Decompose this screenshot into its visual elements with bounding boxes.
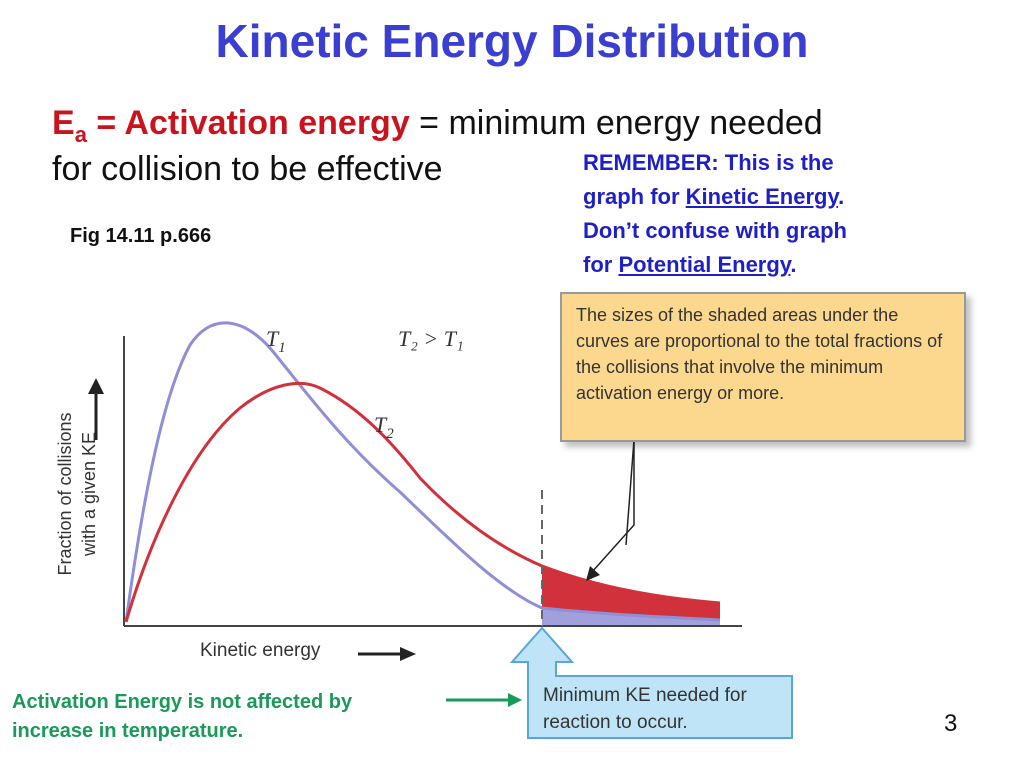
page-number: 3 [944,710,958,737]
shaded-area-note: The sizes of the shaded areas under the … [560,292,966,442]
side-note-arrowhead [508,693,522,707]
t1-label: T1 [266,326,286,356]
kinetic-energy-link: Kinetic Energy [685,184,839,209]
remember-line-3: Don’t confuse with graph [583,218,847,243]
t2-label: T2 [374,412,394,442]
page-title: Kinetic Energy Distribution [215,15,809,67]
definition-line-1: Ea = Activation energy = minimum energy … [52,104,823,148]
remember-line-4: for Potential Energy. [583,252,797,277]
definition-line-2: for collision to be effective [52,150,443,188]
potential-energy-link: Potential Energy [618,252,791,277]
figure-reference: Fig 14.11 p.666 [70,225,212,247]
note-pointer-stem [591,440,635,573]
x-axis-arrowhead [400,647,416,661]
temperature-relation: T₂ > T₁ [398,326,464,351]
remember-line-1: REMEMBER: This is the [583,150,834,175]
min-ke-label: Minimum KE needed for reaction to occur. [543,685,747,733]
ea-symbol: Ea [52,104,87,147]
min-ke-arrow [509,626,793,739]
note-pointer-arrowhead [586,566,600,581]
y-axis-arrowhead [88,378,104,394]
note-pointer-line [625,439,635,546]
y-axis-label: Fraction of collisions with a given KE [55,412,99,576]
definition-text: = minimum energy needed [409,104,823,142]
ea-term: = Activation energy [86,104,410,142]
t1-curve [124,321,721,623]
remember-note: REMEMBER: This is the graph for Kinetic … [583,146,963,282]
t2-curve [124,381,721,623]
x-axis-label: Kinetic energy [200,640,321,661]
t2-shaded-area [542,566,720,620]
remember-line-2: graph for Kinetic Energy. [583,184,845,209]
activation-energy-side-note: Activation Energy is not affected by inc… [12,691,353,742]
